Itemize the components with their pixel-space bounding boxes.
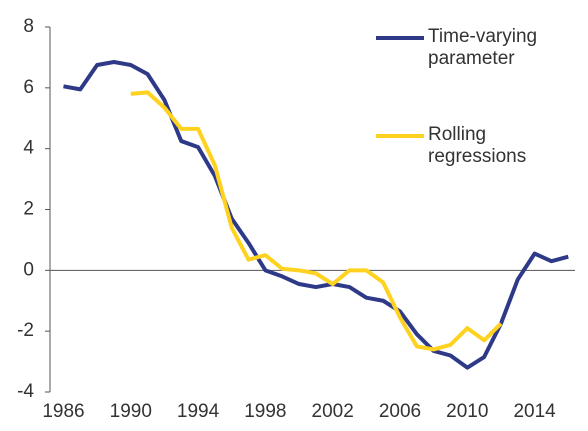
legend-item: Time-varying parameter (376, 26, 571, 70)
y-tick-label: 0 (23, 259, 34, 280)
data-line (130, 90, 503, 352)
y-tick-label: -4 (17, 381, 34, 402)
legend-swatch (376, 36, 424, 40)
x-tick-label: 1994 (177, 401, 220, 422)
y-tick-label: -2 (17, 320, 34, 341)
x-tick-label: 1998 (244, 401, 286, 422)
x-tick-label: 2010 (446, 401, 488, 422)
y-tick-label: 2 (23, 199, 34, 220)
x-tick-label: 2014 (513, 401, 556, 422)
y-tick-label: 4 (23, 138, 34, 159)
legend-item: Rolling regressions (376, 124, 571, 168)
legend-label: Rolling regressions (428, 124, 527, 167)
y-tick-label: 8 (23, 16, 34, 37)
x-tick-label: 2006 (379, 401, 421, 422)
y-tick-label: 6 (23, 77, 34, 98)
legend-swatch (376, 134, 424, 138)
legend-label: Time-varying parameter (428, 26, 538, 69)
x-tick-label: 2002 (312, 401, 354, 422)
x-tick-label: 1986 (42, 401, 84, 422)
data-line (63, 59, 569, 370)
x-tick-label: 1990 (110, 401, 152, 422)
